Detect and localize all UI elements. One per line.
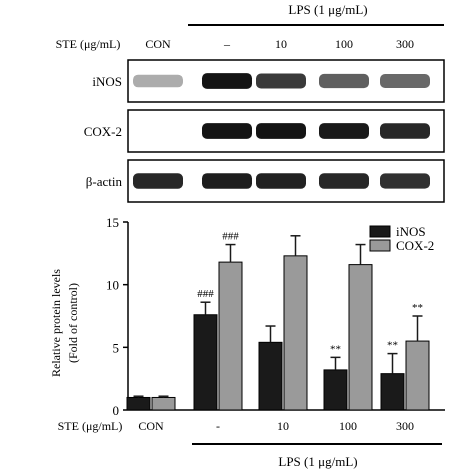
- blot-row-label: β-actin: [86, 174, 123, 189]
- blot-band: [202, 173, 252, 189]
- blot-band: [256, 173, 306, 189]
- blot-row-label: iNOS: [92, 74, 122, 89]
- x-tick-label: 10: [277, 419, 289, 433]
- y-tick-label: 10: [106, 278, 119, 293]
- significance-mark: ###: [222, 231, 239, 243]
- blot-lane-label: 10: [275, 37, 287, 51]
- bar-cox2: [151, 396, 176, 411]
- significance-mark: **: [412, 302, 423, 314]
- significance-mark: **: [330, 343, 341, 355]
- blot-band: [319, 123, 369, 139]
- legend-swatch: [369, 225, 391, 238]
- y-tick-label: 0: [113, 403, 120, 418]
- x-tick-label: CON: [138, 419, 164, 433]
- chart-ste-label: STE (μg/mL): [58, 419, 123, 433]
- bar-chart: 0 5 10 15 ### ** ** ### ** CON - 10 100 300 iNOSCOX-…: [49, 215, 445, 469]
- y-axis-label-line1: Relative protein levels: [49, 269, 63, 377]
- legend-label: COX-2: [396, 238, 434, 253]
- blot-band: [380, 173, 430, 189]
- blot-lane-label: 300: [396, 37, 414, 51]
- legend-label: iNOS: [396, 224, 426, 239]
- bar-cox2: [218, 261, 243, 411]
- blot-row: COX-2: [84, 109, 445, 153]
- bar-cox2: [348, 264, 373, 411]
- blot-band: [319, 73, 369, 89]
- y-tick-label: 5: [113, 340, 120, 355]
- blot-band: [256, 123, 306, 139]
- chart-lps-label: LPS (1 μg/mL): [278, 454, 357, 469]
- blot-lane-label: 100: [335, 37, 353, 51]
- bar-inos: [380, 373, 405, 411]
- y-tick-label: 15: [106, 215, 119, 230]
- blot-band: [133, 173, 183, 189]
- bar-inos: [258, 341, 283, 411]
- blot-band: [319, 173, 369, 189]
- blot-band: [380, 123, 430, 139]
- blot-row: iNOS: [92, 59, 445, 103]
- significance-mark: ###: [197, 288, 214, 300]
- blot-ste-label: STE (μg/mL): [56, 37, 121, 51]
- bar-cox2: [283, 255, 308, 411]
- blot-band: [133, 74, 183, 88]
- blot-lane-label: –: [223, 37, 231, 51]
- blot-band: [380, 74, 430, 88]
- bar-inos: [126, 396, 151, 411]
- blot-lane-label: CON: [145, 37, 171, 51]
- blot-band: [202, 73, 252, 89]
- x-tick-label: -: [216, 419, 220, 433]
- x-tick-label: 100: [339, 419, 357, 433]
- blot-band: [202, 123, 252, 139]
- bar-inos: [193, 314, 218, 411]
- bar-cox2: [405, 340, 430, 411]
- lps-header: LPS (1 μg/mL): [288, 2, 367, 17]
- blot-panel: LPS (1 μg/mL) STE (μg/mL) CON – 10 100 300 i…: [56, 2, 445, 203]
- blot-band: [256, 73, 306, 89]
- legend-swatch: [369, 239, 391, 252]
- y-axis-label-line2: (Fold of control): [66, 283, 80, 363]
- blot-row-label: COX-2: [84, 124, 122, 139]
- blot-row: β-actin: [86, 159, 445, 203]
- significance-mark: **: [387, 340, 398, 352]
- bar-inos: [323, 369, 348, 411]
- x-tick-label: 300: [396, 419, 414, 433]
